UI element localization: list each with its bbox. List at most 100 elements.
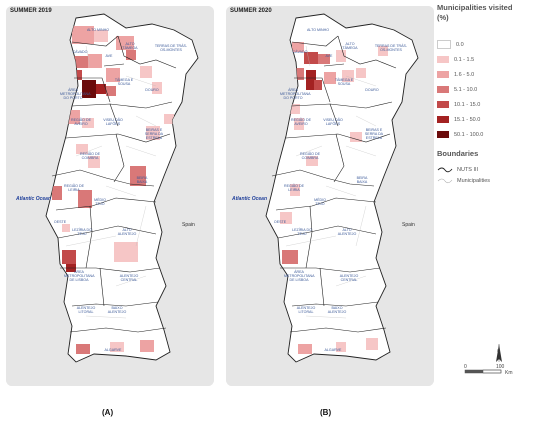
choropleth-2020 <box>280 42 388 354</box>
region-label-aml: ÁREA METROPOLITANA DE LISBOA <box>284 270 315 282</box>
portugal-map-2020 <box>226 6 434 386</box>
caption-b: (B) <box>320 408 332 417</box>
country-label-spain: Spain <box>402 222 415 228</box>
region-label-douro: DOURO <box>145 88 159 92</box>
region-label-viseu: VISEU DÃO LAFÕES <box>103 118 123 126</box>
map-panel-2020: SUMMER 2020 <box>226 6 434 386</box>
ocean-label: Atlantic Ocean <box>232 196 268 202</box>
boundaries-title: Boundaries <box>437 149 479 158</box>
legend-class-label: 15.1 - 50.0 <box>454 116 481 123</box>
legend-municipalities-row: Municipalities <box>437 177 490 184</box>
legend-swatch <box>437 131 449 138</box>
legend-nuts-row: NUTS III <box>437 166 478 173</box>
legend-swatch <box>437 116 449 123</box>
municipality-boundaries-2019 <box>65 45 157 319</box>
scale-start: 0 <box>464 364 467 370</box>
municipality-line-icon <box>437 178 453 184</box>
choropleth-2019 <box>52 26 174 354</box>
region-label-beiras-serra-estrela: BEIRAS E SERRA DA ESTRELA <box>144 128 164 140</box>
caption-a: (A) <box>102 408 114 417</box>
region-label-terras-tras-os-montes: TERRAS DE TRÁS-OS-MONTES <box>154 44 188 52</box>
legend-class-row: 50.1 - 100.0 <box>437 130 483 139</box>
region-label-coimbra: REGIÃO DE COIMBRA <box>300 152 320 160</box>
region-label-coimbra: REGIÃO DE COIMBRA <box>80 152 100 160</box>
legend-swatch <box>437 86 449 93</box>
legend-swatch <box>437 71 449 78</box>
region-label-amp: ÁREA METROPOLITANA DO PORTO <box>280 88 311 100</box>
region-label-alto-tamega: ALTO TÂMEGA <box>342 42 358 50</box>
legend-class-row: 0.1 - 1.5 <box>437 55 474 64</box>
region-label-alto-tamega: ALTO TÂMEGA <box>122 42 138 50</box>
region-label-leiria: REGIÃO DE LEIRIA <box>284 184 304 192</box>
region-label-amp: ÁREA METROPOLITANA DO PORTO <box>60 88 91 100</box>
legend-swatch <box>437 40 451 49</box>
region-label-medio-tejo: MÉDIO TEJO <box>314 198 326 206</box>
country-label-spain: Spain <box>182 222 195 228</box>
region-label-aml: ÁREA METROPOLITANA DE LISBOA <box>64 270 95 282</box>
panel-title: SUMMER 2020 <box>230 8 272 14</box>
region-label-ave: AVE <box>325 54 333 58</box>
legend-title: Municipalities visited <box>437 3 513 12</box>
region-label-tamega-sousa: TÂMEGA E SOUSA <box>334 78 354 86</box>
region-label-oeste: OESTE <box>53 220 67 224</box>
nuts-boundaries-2020 <box>271 35 397 333</box>
region-label-tamega-sousa: TÂMEGA E SOUSA <box>114 78 134 86</box>
legend-class-row: 0.0 <box>437 40 464 49</box>
region-label-oeste: OESTE <box>273 220 287 224</box>
nuts-line-icon <box>437 167 453 173</box>
legend-class-label: 5.1 - 10.0 <box>454 86 478 93</box>
region-label-alto-alentejo: ALTO ALENTEJO <box>117 228 137 236</box>
scale-unit: Km <box>505 370 513 376</box>
legend-nuts-label: NUTS III <box>457 166 479 173</box>
region-label-aveiro: REGIÃO DE AVEIRO <box>71 118 91 126</box>
ocean-label: Atlantic Ocean <box>16 196 52 202</box>
legend-swatch <box>437 56 449 63</box>
map-panel-2019: SUMMER 2019 <box>6 6 214 386</box>
region-label-algarve: ALGARVE <box>324 348 342 352</box>
legend-class-label: 0.1 - 1.5 <box>454 56 475 63</box>
region-label-alto-minho: ALTO MINHO <box>86 28 110 32</box>
scale-bar: N 0 100 Km <box>463 340 543 390</box>
region-label-douro: DOURO <box>365 88 379 92</box>
region-label-baixo-alentejo: BAIXO ALENTEJO <box>327 306 347 314</box>
region-label-viseu: VISEU DÃO LAFÕES <box>323 118 343 126</box>
legend-class-label: 1.6 - 5.0 <box>454 71 475 78</box>
legend-class-row: 10.1 - 15.0 <box>437 100 480 109</box>
region-label-ave: AVE <box>105 54 113 58</box>
legend-class-row: 5.1 - 10.0 <box>437 85 477 94</box>
region-label-alentejo-litoral: ALENTEJO LITORAL <box>296 306 316 314</box>
region-label-alentejo-central: ALENTEJO CENTRAL <box>339 274 359 282</box>
north-label: N <box>497 348 500 353</box>
region-label-alto-alentejo: ALTO ALENTEJO <box>337 228 357 236</box>
region-label-alto-minho: ALTO MINHO <box>306 28 330 32</box>
portugal-map-2019 <box>6 6 214 386</box>
legend-class-label: 0.0 <box>456 41 464 48</box>
legend-class-label: 10.1 - 15.0 <box>454 101 481 108</box>
region-label-leziria: LEZÍRIA DO TEJO <box>72 228 92 236</box>
region-label-alentejo-central: ALENTEJO CENTRAL <box>119 274 139 282</box>
municipality-boundaries-2020 <box>285 45 377 319</box>
legend-class-label: 50.1 - 100.0 <box>454 131 484 138</box>
region-label-cavado: CÁVADO <box>292 50 308 54</box>
legend-unit: (%) <box>437 12 449 22</box>
region-label-algarve: ALGARVE <box>104 348 122 352</box>
region-label-leziria: LEZÍRIA DO TEJO <box>292 228 312 236</box>
legend-class-row: 15.1 - 50.0 <box>437 115 480 124</box>
legend-municipalities-label: Municipalities <box>457 177 491 184</box>
region-label-aveiro: REGIÃO DE AVEIRO <box>291 118 311 126</box>
panel-title: SUMMER 2019 <box>10 8 52 14</box>
region-label-leiria: REGIÃO DE LEIRIA <box>64 184 84 192</box>
nuts-boundaries-2019 <box>51 35 177 333</box>
legend-class-row: 1.6 - 5.0 <box>437 70 474 79</box>
legend: Municipalities visited (%) 0.0 0.1 - 1.5… <box>437 3 549 304</box>
region-label-alentejo-litoral: ALENTEJO LITORAL <box>76 306 96 314</box>
region-label-beira-baixa: BEIRA BAIXA <box>136 176 148 184</box>
scale-end: 100 <box>496 364 505 370</box>
region-label-baixo-alentejo: BAIXO ALENTEJO <box>107 306 127 314</box>
legend-swatch <box>437 101 449 108</box>
region-label-beira-baixa: BEIRA BAIXA <box>356 176 368 184</box>
region-label-terras-tras-os-montes: TERRAS DE TRÁS-OS-MONTES <box>374 44 408 52</box>
region-label-medio-tejo: MÉDIO TEJO <box>94 198 106 206</box>
north-arrow-icon <box>464 344 502 374</box>
region-label-cavado: CÁVADO <box>72 50 88 54</box>
